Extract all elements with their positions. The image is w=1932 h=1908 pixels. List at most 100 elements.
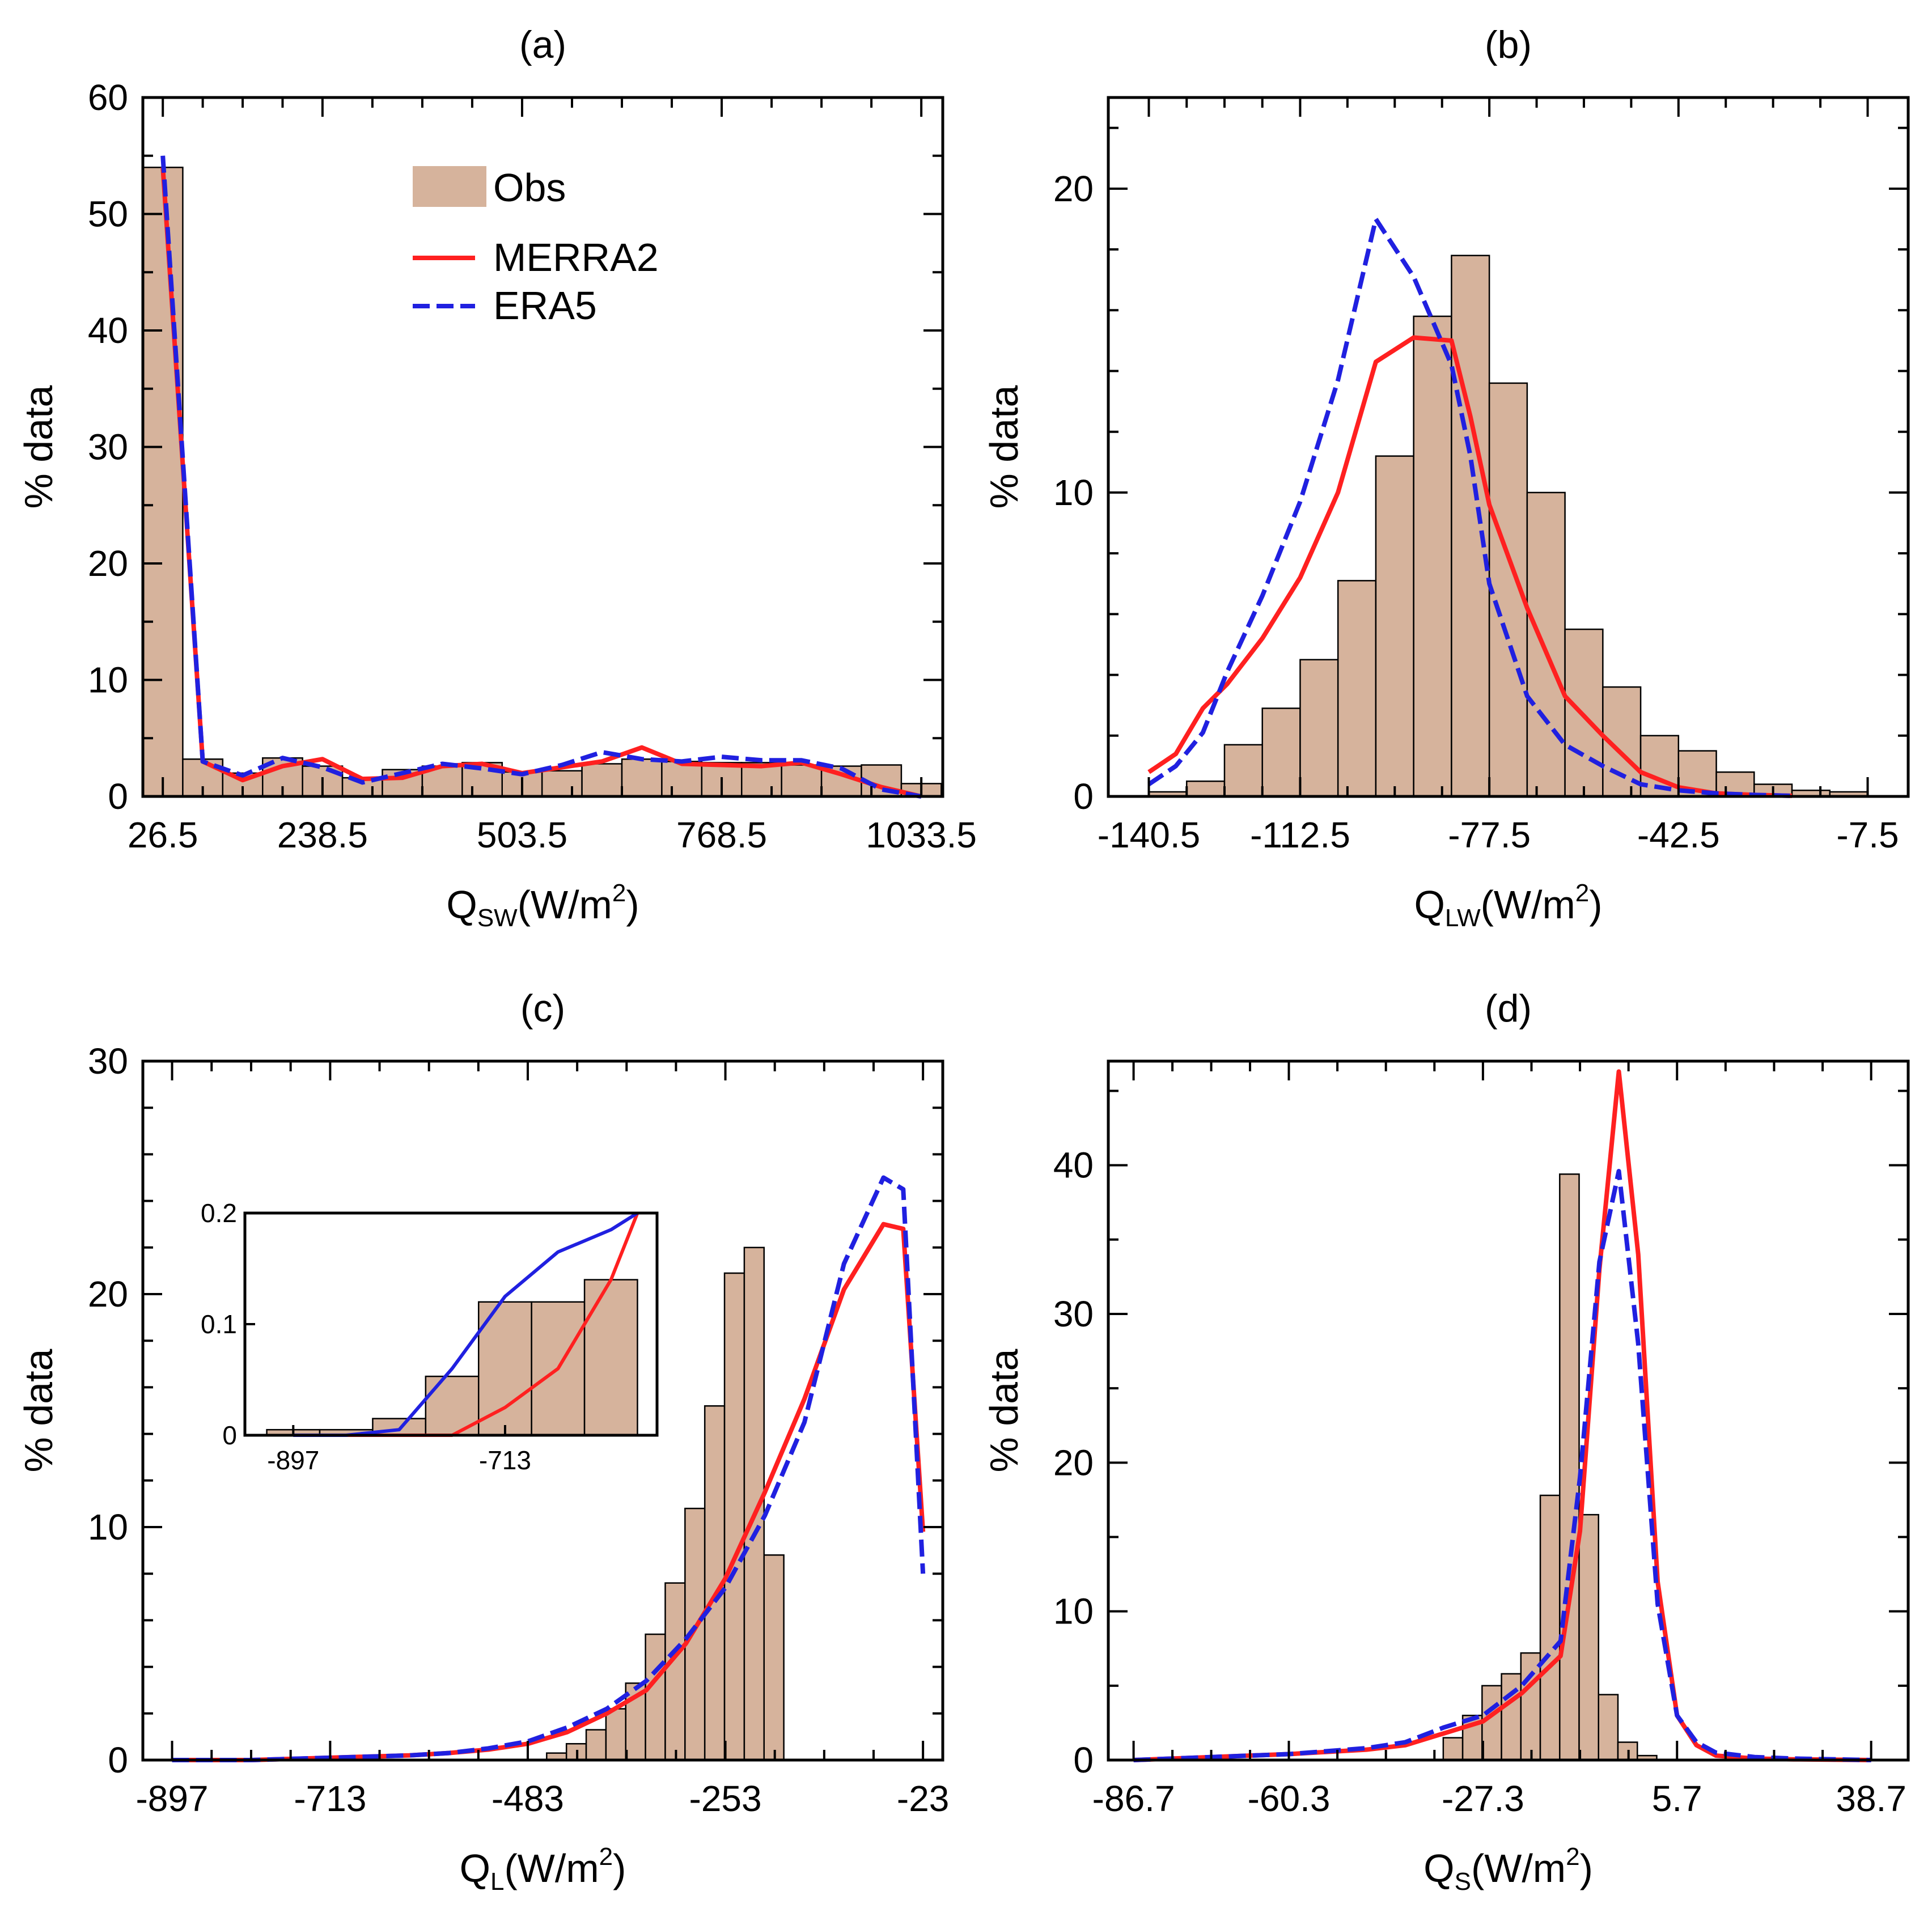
x-axis-label: QSW(W/m2)	[446, 879, 639, 932]
x-tick-label: -713	[294, 1778, 366, 1819]
plot-frame	[1107, 1059, 1910, 1762]
chart-a: 26.5 238.5 503.5 768.5 1033.5 0 10 20 30 40 50 60 (a…	[16, 23, 977, 932]
x-tick-label: -713	[479, 1445, 531, 1475]
y-axis-label: % data	[16, 385, 61, 508]
x-tick-label: 768.5	[676, 815, 767, 855]
obs-bar	[664, 1582, 686, 1761]
plot-frame	[1107, 96, 1910, 798]
x-tick-label: -112.5	[1250, 815, 1350, 855]
y-axis-label: % data	[982, 385, 1026, 508]
obs-bar	[1442, 1737, 1464, 1761]
chart-b: -140.5 -112.5 -77.5 -42.5 -7.5 0 10 20 (b) % data…	[982, 23, 1910, 932]
y-tick-label: 30	[1053, 1294, 1094, 1334]
panel-c: -897 -713 -483 -253 -23 0 10 20 30 (c) % data QL(W/…	[16, 987, 949, 1896]
obs-bar	[763, 1554, 785, 1761]
y-tick-label: 0	[1073, 1740, 1094, 1780]
x-tick-label: 1033.5	[866, 815, 977, 855]
x-tick-label: 26.5	[128, 815, 198, 855]
x-tick-label: -483	[492, 1778, 564, 1819]
x-tick-label: -86.7	[1092, 1778, 1175, 1819]
y-tick-label: 10	[88, 660, 128, 701]
x-tick-label: -77.5	[1448, 815, 1531, 855]
obs-bar	[1375, 455, 1414, 798]
obs-bar	[661, 761, 703, 798]
y-tick-label: 0.2	[201, 1198, 237, 1228]
panel-title: (d)	[1485, 987, 1532, 1030]
legend: Obs MERRA2 ERA5	[413, 166, 659, 328]
obs-bar	[1337, 580, 1377, 798]
era5-line	[1133, 1169, 1871, 1762]
y-tick-label: 20	[88, 1274, 128, 1315]
y-tick-label: 30	[88, 427, 128, 468]
x-tick-label: -140.5	[1098, 815, 1200, 855]
chart-d: -86.7 -60.3 -27.3 5.7 38.7 0 10 20 30 40 (d) % data…	[982, 987, 1910, 1896]
panel-title: (a)	[519, 23, 566, 66]
plot-frame	[141, 1059, 944, 1762]
obs-bar	[645, 1633, 666, 1761]
obs-bar	[583, 1279, 638, 1436]
obs-bar	[621, 758, 663, 798]
legend-era-label: ERA5	[493, 283, 597, 328]
obs-bar	[1185, 780, 1226, 798]
obs-bar	[1578, 1513, 1600, 1761]
x-tick-label: -27.3	[1442, 1778, 1524, 1819]
legend-obs-swatch	[413, 166, 486, 207]
obs-bar	[1223, 744, 1263, 798]
y-tick-label: 0	[1073, 776, 1094, 817]
y-tick-label: 20	[88, 543, 128, 584]
x-axis-label: QLW(W/m2)	[1414, 879, 1602, 932]
y-tick-label: 0.1	[201, 1309, 237, 1339]
obs-bar	[1539, 1494, 1561, 1761]
x-tick-label: -42.5	[1637, 815, 1720, 855]
x-tick-label: -23	[897, 1778, 950, 1819]
y-tick-label: 60	[88, 77, 128, 118]
x-tick-label: 38.7	[1836, 1778, 1906, 1819]
y-tick-label: 10	[88, 1507, 128, 1547]
obs-bar	[1261, 707, 1301, 798]
era5-line	[1147, 217, 1793, 798]
x-tick-label: -60.3	[1248, 1778, 1331, 1819]
y-tick-label: 40	[88, 310, 128, 351]
chart-c: -897 -713 -483 -253 -23 0 10 20 30 (c) % data QL(W/…	[16, 987, 949, 1896]
y-tick-label: 0	[108, 776, 128, 817]
obs-bar	[477, 1301, 532, 1436]
panel-title: (c)	[520, 987, 565, 1030]
x-tick-label: 503.5	[477, 815, 567, 855]
y-tick-label: 50	[88, 194, 128, 235]
x-tick-label: 238.5	[277, 815, 368, 855]
obs-bar	[1501, 1673, 1522, 1761]
y-tick-label: 20	[1053, 1442, 1094, 1483]
panel-title: (b)	[1485, 23, 1532, 66]
y-tick-label: 40	[1053, 1145, 1094, 1186]
legend-merra-label: MERRA2	[493, 235, 659, 279]
obs-bar	[142, 167, 184, 798]
obs-bar	[723, 1272, 745, 1761]
era5-line	[172, 1175, 926, 1762]
obs-bar	[1598, 1694, 1619, 1761]
merra2-line	[1147, 335, 1793, 798]
obs-bar	[541, 770, 583, 798]
obs-bar	[1451, 255, 1490, 798]
panel-b: -140.5 -112.5 -77.5 -42.5 -7.5 0 10 20 (b) % data…	[982, 23, 1910, 932]
panel-d: -86.7 -60.3 -27.3 5.7 38.7 0 10 20 30 40 (d) % data…	[982, 987, 1910, 1896]
obs-bar	[1520, 1652, 1541, 1761]
obs-bar	[1526, 491, 1566, 798]
x-tick-label: -253	[689, 1778, 762, 1819]
obs-bar	[581, 763, 623, 798]
obs-bar	[1413, 315, 1452, 798]
era5-line	[160, 155, 922, 799]
y-axis-label: % data	[982, 1349, 1026, 1472]
obs-bar	[1481, 1685, 1502, 1761]
obs-bar	[1559, 1173, 1580, 1761]
y-axis-label: % data	[16, 1349, 61, 1472]
x-tick-label: -7.5	[1836, 815, 1899, 855]
y-tick-label: 0	[108, 1740, 128, 1780]
x-axis-label: QS(W/m2)	[1423, 1843, 1593, 1896]
obs-bar	[585, 1729, 607, 1761]
legend-obs-label: Obs	[493, 166, 566, 210]
obs-bar	[605, 1708, 627, 1761]
x-axis-label: QL(W/m2)	[460, 1843, 626, 1896]
obs-bar	[781, 764, 823, 798]
x-tick-label: -897	[267, 1445, 319, 1475]
